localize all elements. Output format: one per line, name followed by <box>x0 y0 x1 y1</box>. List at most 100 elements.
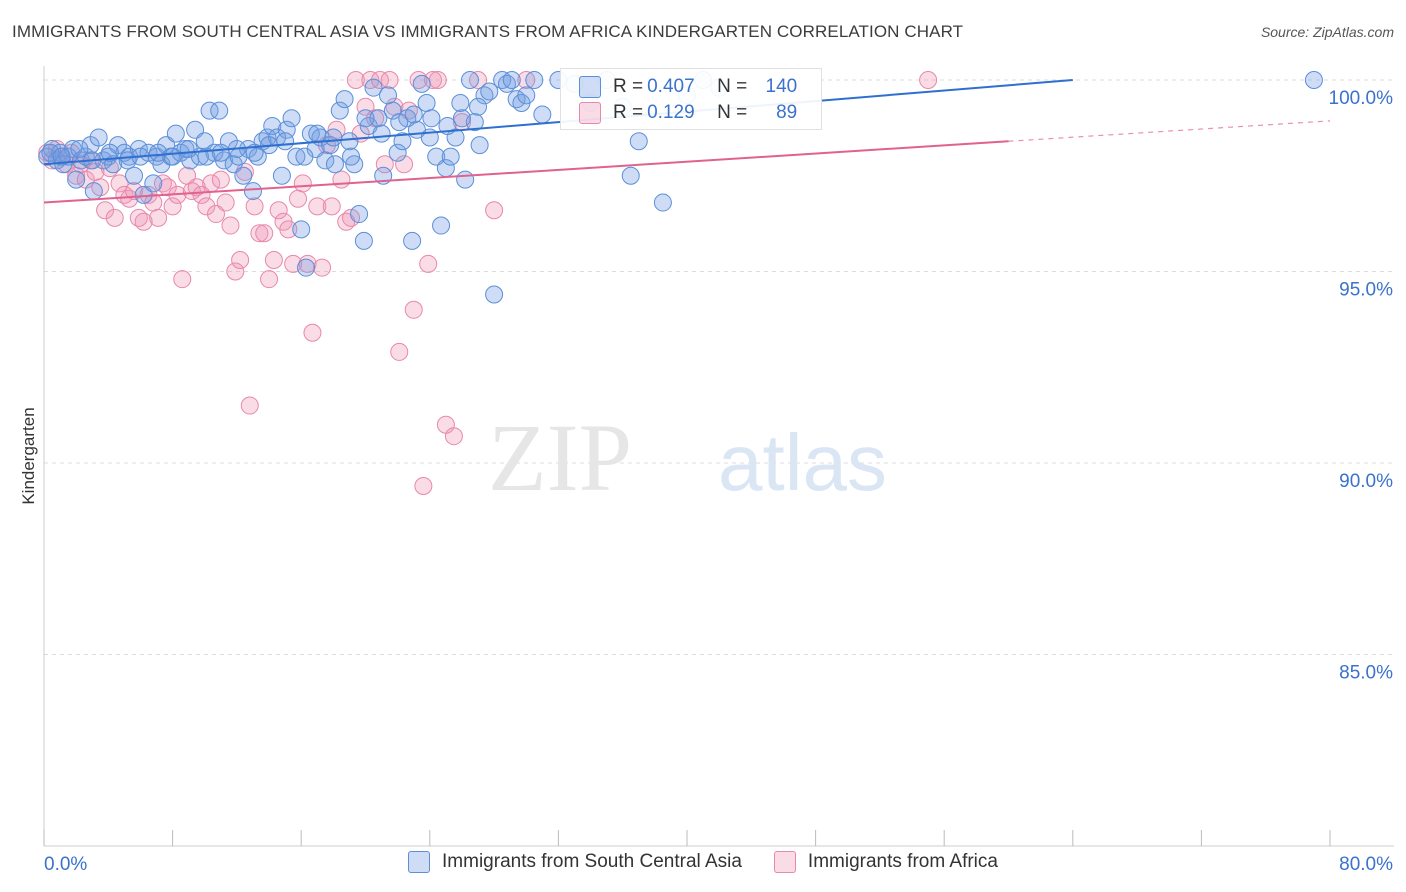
point-africa <box>250 224 269 243</box>
stats-n-value-pink: 89 <box>776 102 798 123</box>
point-south-central-asia <box>350 205 369 224</box>
point-south-central-asia <box>340 132 359 151</box>
point-south-central-asia <box>364 78 383 97</box>
point-africa <box>134 212 153 231</box>
stats-n-value-blue: 140 <box>765 76 798 97</box>
point-south-central-asia <box>451 93 470 112</box>
legend-label-south-central-asia: Immigrants from South Central Asia <box>442 851 742 872</box>
chart-legend: Immigrants from South Central Asia Immig… <box>0 851 1406 873</box>
point-south-central-asia <box>276 132 295 151</box>
point-south-central-asia <box>525 71 544 89</box>
stats-n-label: N = <box>717 76 748 97</box>
point-south-central-asia <box>195 132 214 151</box>
y-tick-label: 95.0% <box>1339 280 1393 301</box>
point-south-central-asia <box>412 74 431 93</box>
point-south-central-asia <box>100 143 119 162</box>
point-south-central-asia <box>272 166 291 185</box>
legend-swatch-blue <box>408 851 431 873</box>
point-africa <box>264 251 283 270</box>
point-south-central-asia <box>335 90 354 109</box>
point-south-central-asia <box>70 139 89 158</box>
point-south-central-asia <box>388 143 407 162</box>
point-africa <box>279 220 298 239</box>
point-africa <box>173 270 192 289</box>
legend-item-south-central-asia[interactable]: Immigrants from South Central Asia <box>408 851 742 873</box>
point-south-central-asia <box>297 258 316 277</box>
point-africa <box>158 178 177 197</box>
y-tick-label: 100.0% <box>1329 88 1394 109</box>
point-south-central-asia <box>403 231 422 250</box>
y-tick-label: 90.0% <box>1339 471 1393 492</box>
point-south-central-asia <box>125 166 144 185</box>
point-south-central-asia <box>89 128 108 147</box>
point-africa <box>197 197 216 216</box>
watermark-atlas: atlas <box>718 418 887 507</box>
watermark: ZIP atlas <box>488 404 887 511</box>
point-south-central-asia <box>186 120 205 139</box>
legend-item-africa[interactable]: Immigrants from Africa <box>773 851 998 873</box>
point-south-central-asia <box>144 174 163 193</box>
point-south-central-asia <box>295 147 314 166</box>
source-credit: Source: ZipAtlas.com <box>1260 24 1394 40</box>
point-south-central-asia <box>354 231 373 250</box>
point-south-central-asia <box>441 147 460 166</box>
point-africa <box>332 170 351 189</box>
point-south-central-asia <box>234 166 253 185</box>
point-africa <box>260 270 279 289</box>
point-africa <box>255 224 274 243</box>
point-africa <box>192 185 211 204</box>
point-south-central-asia <box>263 116 282 135</box>
trend-line-africa <box>43 140 1009 204</box>
point-south-central-asia <box>427 147 446 166</box>
point-south-central-asia <box>245 143 264 162</box>
point-south-central-asia <box>197 147 216 166</box>
x-tick-label-max: 80.0% <box>1339 854 1393 875</box>
point-south-central-asia <box>469 97 488 116</box>
point-south-central-asia <box>533 105 552 124</box>
point-africa <box>110 174 129 193</box>
point-south-central-asia <box>485 285 504 304</box>
point-south-central-asia <box>502 71 521 89</box>
point-africa <box>380 71 399 89</box>
point-south-central-asia <box>211 143 230 162</box>
point-south-central-asia <box>390 113 409 132</box>
point-africa <box>390 342 409 361</box>
point-south-central-asia <box>52 147 71 166</box>
point-south-central-asia <box>84 182 103 201</box>
point-africa <box>370 71 389 89</box>
point-africa <box>395 155 414 174</box>
stats-r-value-pink: 0.129 <box>647 102 695 123</box>
point-africa <box>346 71 365 89</box>
point-africa <box>245 197 264 216</box>
point-south-central-asia <box>41 143 60 162</box>
point-africa <box>414 476 433 495</box>
point-south-central-asia <box>282 109 301 128</box>
point-africa <box>404 300 423 319</box>
point-south-central-asia <box>308 124 327 143</box>
point-south-central-asia <box>422 109 441 128</box>
point-south-central-asia <box>404 105 423 124</box>
point-south-central-asia <box>104 155 123 174</box>
point-africa <box>293 174 312 193</box>
point-south-central-asia <box>432 216 451 235</box>
stats-row-south-central-asia: R = 0.407 N = 140 <box>579 76 797 98</box>
point-africa <box>288 189 307 208</box>
point-africa <box>485 201 504 220</box>
point-africa <box>105 208 124 227</box>
legend-label-africa: Immigrants from Africa <box>807 851 998 872</box>
point-africa <box>919 71 938 89</box>
stats-n-label: N = <box>717 102 748 123</box>
point-africa <box>216 193 235 212</box>
trend-line-africa-extension <box>1008 120 1331 142</box>
point-africa <box>240 396 259 415</box>
point-south-central-asia <box>393 132 412 151</box>
point-south-central-asia <box>67 170 86 189</box>
stats-swatch-pink <box>579 102 601 124</box>
point-south-central-asia <box>325 155 344 174</box>
axes <box>43 66 1394 847</box>
point-south-central-asia <box>324 128 343 147</box>
point-south-central-asia <box>629 132 648 151</box>
point-south-central-asia <box>200 101 219 120</box>
point-south-central-asia <box>383 101 402 120</box>
